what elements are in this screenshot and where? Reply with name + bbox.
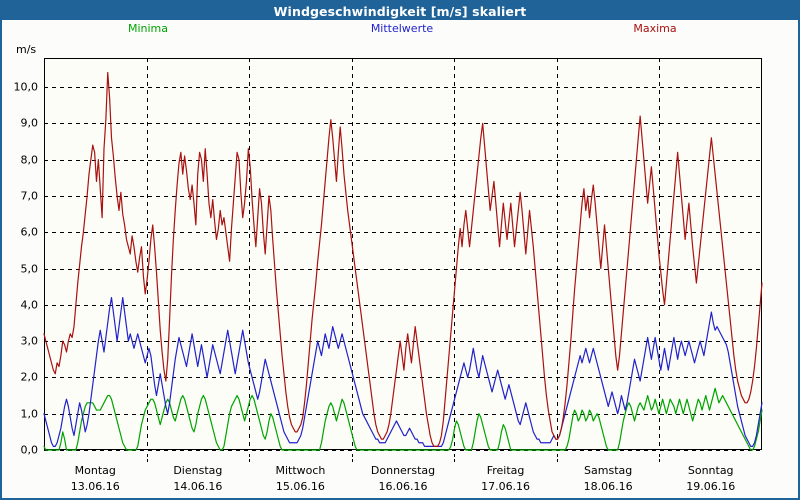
x-axis-tick <box>556 454 558 462</box>
y-axis-tick-label: 4,0 <box>20 298 39 312</box>
x-axis-day-name: Montag <box>74 464 116 477</box>
grid-lines <box>44 58 762 451</box>
series-line-mittelwerte <box>43 296 763 447</box>
y-axis-tick-label: 6,0 <box>20 225 39 239</box>
x-axis-day-date: 13.06.16 <box>70 480 120 493</box>
x-axis-day-name: Samstag <box>584 464 633 477</box>
y-axis-tick-label: 10,0 <box>13 80 39 94</box>
x-axis-day-label: Samstag 18.06.16 <box>584 464 633 493</box>
legend-item-minima: Minima <box>127 22 169 35</box>
x-axis-day-label: Dienstag 14.06.16 <box>173 464 222 493</box>
y-axis-unit-label: m/s <box>16 43 37 56</box>
x-axis-day-date: 19.06.16 <box>686 480 736 493</box>
y-axis-tick-label: 3,0 <box>20 334 39 348</box>
x-axis-day-name: Mittwoch <box>275 464 326 477</box>
y-axis-tick-label: 1,0 <box>20 407 39 421</box>
x-axis-day-date: 16.06.16 <box>378 480 428 493</box>
x-axis-day-name: Sonntag <box>687 464 734 477</box>
x-axis-day-label: Donnerstag 16.06.16 <box>371 464 435 493</box>
plot-area <box>43 58 763 451</box>
legend-item-maxima: Maxima <box>633 22 677 35</box>
legend: Minima Mittelwerte Maxima <box>2 22 798 40</box>
x-axis-day-label: Montag 13.06.16 <box>71 464 120 493</box>
y-axis-tick-label: 7,0 <box>20 189 39 203</box>
page-title: Windgeschwindigkeit [m/s] skaliert <box>273 3 527 19</box>
x-axis-tick <box>454 454 456 462</box>
plot-background <box>44 58 762 450</box>
x-axis-day-name: Donnerstag <box>370 464 436 477</box>
x-axis-tick <box>249 454 251 462</box>
series-line-maxima <box>43 71 763 447</box>
x-axis-labels: Montag 13.06.16 Dienstag 14.06.16 Mittwoch 15… <box>2 454 798 498</box>
x-axis-day-date: 18.06.16 <box>583 480 633 493</box>
x-axis-day-date: 14.06.16 <box>173 480 223 493</box>
series-line-minima <box>43 387 763 451</box>
x-axis-tick <box>146 454 148 462</box>
y-axis-tick-label: 9,0 <box>20 116 39 130</box>
legend-item-mittelwerte: Mittelwerte <box>370 22 434 35</box>
x-axis-day-label: Freitag 17.06.16 <box>481 464 530 493</box>
x-axis-day-date: 17.06.16 <box>481 480 531 493</box>
x-axis-day-label: Sonntag 19.06.16 <box>686 464 735 493</box>
x-axis-day-label: Mittwoch 15.06.16 <box>275 464 325 493</box>
x-axis-day-name: Dienstag <box>173 464 223 477</box>
y-axis-tick-label: 2,0 <box>20 370 39 384</box>
series-lines <box>43 71 763 451</box>
x-axis-tick <box>351 454 353 462</box>
y-axis-tick-label: 5,0 <box>20 262 39 276</box>
window-title-bar: Windgeschwindigkeit [m/s] skaliert <box>2 2 798 20</box>
y-axis-tick-label: 0,0 <box>20 443 39 457</box>
x-axis-day-date: 15.06.16 <box>275 480 325 493</box>
x-axis-day-name: Freitag <box>486 464 525 477</box>
y-axis-tick-label: 8,0 <box>20 153 39 167</box>
x-axis-tick <box>659 454 661 462</box>
